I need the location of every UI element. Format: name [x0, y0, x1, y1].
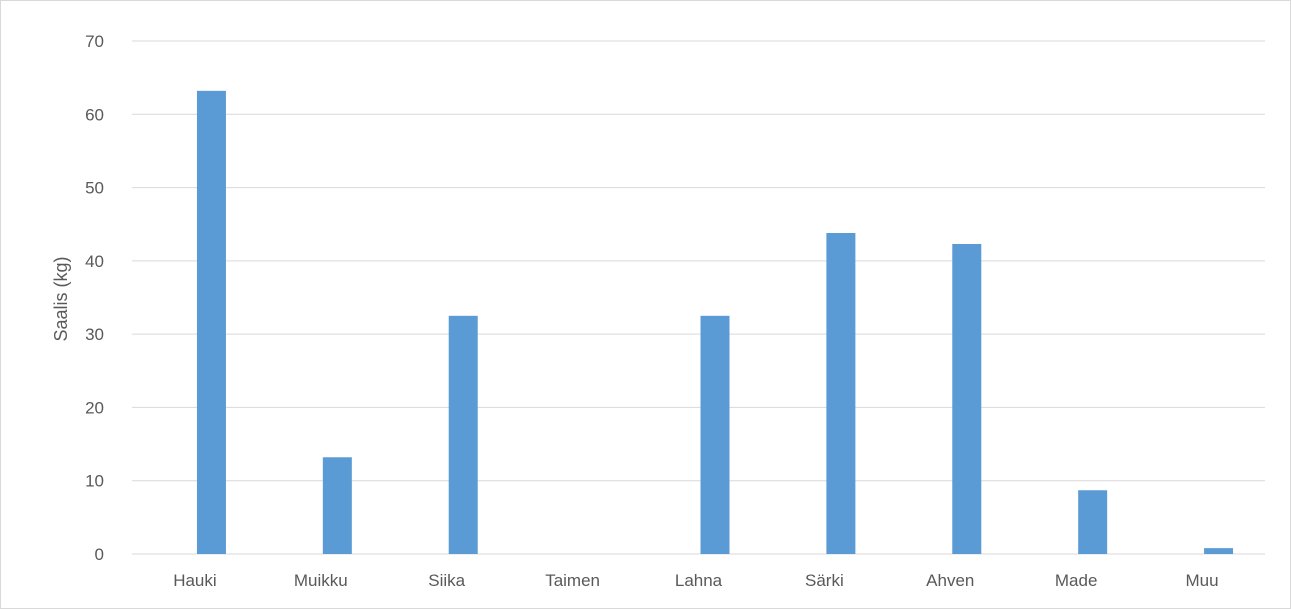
- y-tick-label: 40: [85, 252, 104, 271]
- y-tick-label: 10: [85, 472, 104, 491]
- x-tick-label: Muu: [1186, 571, 1219, 590]
- y-axis-title: Saalis (kg): [51, 256, 71, 341]
- x-tick-label: Made: [1055, 571, 1098, 590]
- bar-made: [1078, 490, 1108, 554]
- x-tick-label: Lahna: [675, 571, 723, 590]
- gridlines: [132, 40, 1265, 555]
- x-tick-labels: Hauki Muikku Siika Taimen Lahna Särki Ahven Mad…: [173, 571, 1218, 590]
- x-tick-label: Taimen: [545, 571, 600, 590]
- bar-ahven: [952, 244, 982, 554]
- bar-lahna: [700, 315, 730, 554]
- y-tick-label: 70: [85, 32, 104, 51]
- bar-särki: [826, 233, 856, 554]
- x-tick-label: Ahven: [926, 571, 974, 590]
- x-tick-label: Hauki: [173, 571, 216, 590]
- bar-muu: [1204, 548, 1234, 554]
- x-tick-label: Särki: [805, 571, 844, 590]
- bar-hauki: [196, 90, 226, 554]
- bar-siika: [448, 315, 478, 554]
- x-tick-label: Muikku: [294, 571, 348, 590]
- y-tick-label: 20: [85, 398, 104, 417]
- x-tick-label: Siika: [428, 571, 465, 590]
- y-tick-label: 60: [85, 105, 104, 124]
- y-tick-labels: 0 10 20 30 40 50 60 70: [85, 32, 104, 564]
- y-tick-label: 0: [95, 545, 104, 564]
- y-tick-label: 50: [85, 179, 104, 198]
- bar-muikku: [322, 457, 352, 554]
- bars: [196, 90, 1234, 554]
- y-tick-label: 30: [85, 325, 104, 344]
